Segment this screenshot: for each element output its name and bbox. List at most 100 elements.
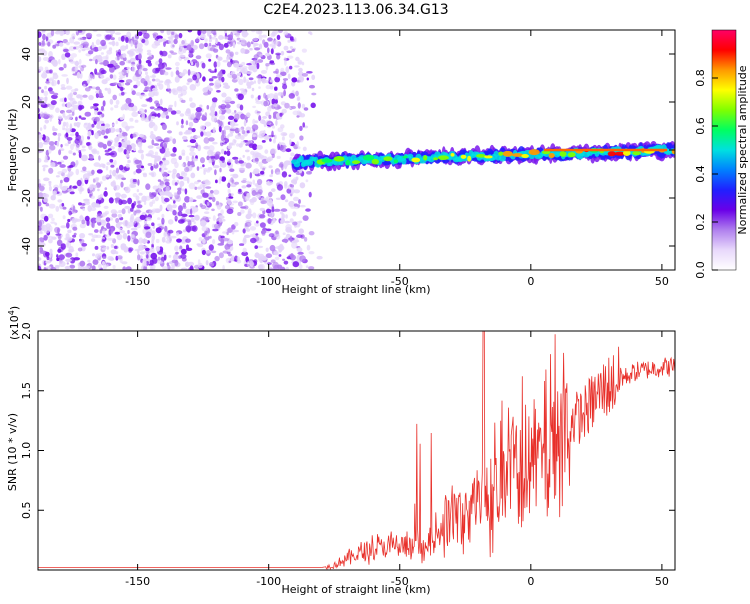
noise-point	[180, 89, 187, 96]
noise-point	[90, 217, 98, 224]
noise-point	[76, 71, 81, 79]
noise-point	[68, 210, 72, 216]
noise-point	[159, 204, 163, 211]
noise-point	[234, 88, 239, 92]
noise-point	[269, 43, 273, 47]
noise-point	[112, 74, 117, 80]
noise-point	[146, 254, 149, 259]
noise-point	[258, 156, 263, 160]
noise-point	[301, 103, 306, 109]
y-tick-label: 1.0	[20, 442, 33, 460]
noise-point	[262, 39, 266, 45]
noise-point	[271, 44, 276, 50]
noise-point	[89, 58, 93, 62]
noise-point	[279, 266, 286, 270]
noise-point	[170, 153, 177, 157]
noise-point	[117, 174, 124, 179]
noise-point	[281, 145, 287, 148]
noise-point	[209, 82, 214, 86]
noise-point	[178, 205, 183, 212]
noise-point	[66, 41, 70, 46]
noise-point	[258, 78, 262, 82]
noise-point	[100, 105, 105, 111]
noise-point	[57, 248, 62, 253]
noise-point	[172, 44, 175, 48]
noise-point	[91, 221, 95, 229]
noise-point	[169, 50, 174, 53]
noise-point	[176, 121, 179, 126]
noise-point	[192, 158, 198, 162]
noise-point	[273, 251, 279, 256]
noise-point	[154, 155, 161, 162]
noise-point	[128, 221, 135, 227]
noise-point	[283, 89, 286, 97]
noise-point	[72, 234, 77, 238]
noise-point	[157, 179, 162, 182]
noise-point	[250, 234, 254, 237]
colorbar-tick-label: 0.4	[694, 165, 707, 183]
noise-point	[118, 79, 125, 83]
noise-point	[296, 234, 303, 239]
noise-point	[182, 135, 188, 140]
signal-peak-mark	[567, 152, 576, 158]
noise-point	[117, 134, 122, 139]
noise-point	[258, 86, 261, 89]
noise-point	[117, 221, 124, 225]
noise-point	[168, 254, 172, 258]
noise-point	[79, 185, 83, 189]
noise-point	[230, 120, 236, 127]
noise-point	[168, 88, 172, 94]
noise-point	[165, 81, 172, 84]
noise-point	[66, 109, 72, 114]
noise-point	[60, 86, 67, 90]
noise-point	[158, 38, 163, 43]
noise-point	[174, 100, 177, 108]
noise-point	[220, 103, 226, 110]
noise-point	[159, 50, 163, 55]
noise-point	[126, 66, 130, 70]
noise-point	[92, 178, 96, 183]
noise-point	[226, 239, 234, 245]
noise-point	[103, 205, 109, 209]
noise-point	[147, 163, 153, 166]
noise-point	[302, 215, 309, 222]
noise-point	[154, 78, 160, 82]
noise-point	[237, 41, 242, 45]
noise-point	[133, 218, 137, 224]
noise-point	[136, 189, 140, 193]
noise-point	[272, 125, 275, 129]
noise-point	[266, 196, 270, 199]
noise-point	[38, 231, 44, 235]
noise-point	[245, 126, 252, 132]
noise-point	[218, 76, 222, 81]
noise-point	[57, 135, 61, 142]
noise-point	[246, 184, 252, 188]
noise-point	[94, 229, 99, 233]
noise-point	[158, 58, 163, 64]
noise-point	[308, 31, 312, 35]
noise-point	[205, 53, 212, 59]
noise-point	[167, 130, 172, 134]
noise-point	[102, 59, 109, 67]
noise-point	[108, 47, 113, 52]
noise-point	[66, 137, 73, 141]
noise-point	[58, 254, 65, 260]
noise-point	[95, 182, 101, 188]
noise-point	[50, 221, 56, 224]
noise-point	[126, 144, 132, 152]
noise-point	[229, 168, 235, 172]
noise-point	[174, 34, 179, 40]
noise-point	[291, 77, 298, 83]
noise-point	[144, 109, 147, 113]
noise-point	[293, 203, 298, 207]
noise-point	[115, 251, 119, 255]
noise-point	[82, 173, 90, 181]
noise-point	[78, 115, 82, 119]
noise-point	[232, 200, 238, 204]
noise-point	[215, 151, 221, 156]
noise-point	[238, 160, 245, 164]
noise-point	[73, 104, 80, 110]
signal-peak-mark	[383, 156, 393, 162]
colorbar-label: Normalized spectral amplitude	[736, 65, 749, 234]
noise-point	[118, 199, 123, 206]
